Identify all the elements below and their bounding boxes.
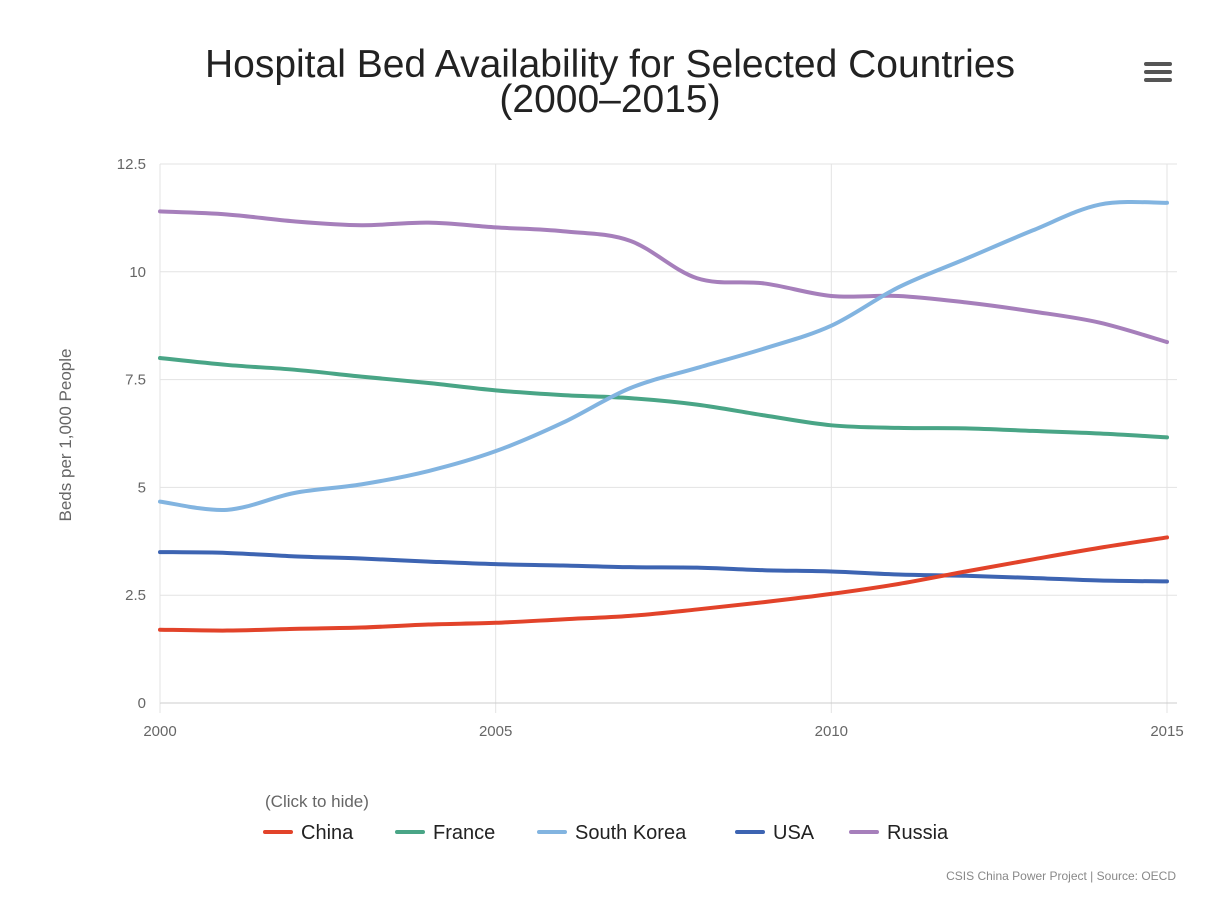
chart-menu-button[interactable] [1140, 58, 1176, 88]
legend-item-france[interactable]: France [395, 822, 495, 844]
series-line-south-korea [158, 200, 1169, 512]
series-line-usa [158, 550, 1169, 584]
y-tick-label: 10 [129, 264, 146, 281]
chart-title-line-1: Hospital Bed Availability for Selected C… [205, 43, 1015, 86]
legend-hint: (Click to hide) [265, 792, 369, 811]
y-axis-label: Beds per 1,000 People [56, 349, 75, 522]
gridlines [159, 163, 1177, 713]
y-tick-label: 5 [138, 479, 146, 496]
x-tick-label: 2015 [1150, 723, 1183, 740]
x-tick-label: 2005 [479, 723, 512, 740]
x-tick-label: 2000 [143, 723, 176, 740]
legend-label: China [301, 822, 354, 844]
series-line-russia [158, 209, 1169, 345]
y-tick-label: 7.5 [125, 372, 146, 389]
legend-label: South Korea [575, 822, 687, 844]
legend-item-south-korea[interactable]: South Korea [537, 822, 687, 844]
y-tick-label: 0 [138, 695, 146, 712]
legend-item-russia[interactable]: Russia [849, 822, 949, 844]
menu-icon-bar [1144, 62, 1172, 66]
legend: China France South Korea USA Russia [263, 822, 949, 844]
x-tick-label: 2010 [815, 723, 848, 740]
legend-item-china[interactable]: China [263, 822, 354, 844]
menu-icon-bar [1144, 78, 1172, 82]
legend-label: USA [773, 822, 815, 844]
series-lines [158, 200, 1169, 633]
menu-icon-bar [1144, 70, 1172, 74]
legend-label: Russia [887, 822, 949, 844]
axes: 0 2.5 5 7.5 10 12.5 2000 2005 2010 2015 [117, 156, 1184, 740]
legend-item-usa[interactable]: USA [735, 822, 815, 844]
series-line-france [158, 356, 1169, 440]
series-line-china [158, 535, 1169, 633]
y-tick-label: 12.5 [117, 156, 146, 173]
y-tick-label: 2.5 [125, 587, 146, 604]
chart-title-line-2: (2000–2015) [499, 78, 720, 121]
source-credit: CSIS China Power Project | Source: OECD [946, 869, 1176, 883]
legend-label: France [433, 822, 495, 844]
